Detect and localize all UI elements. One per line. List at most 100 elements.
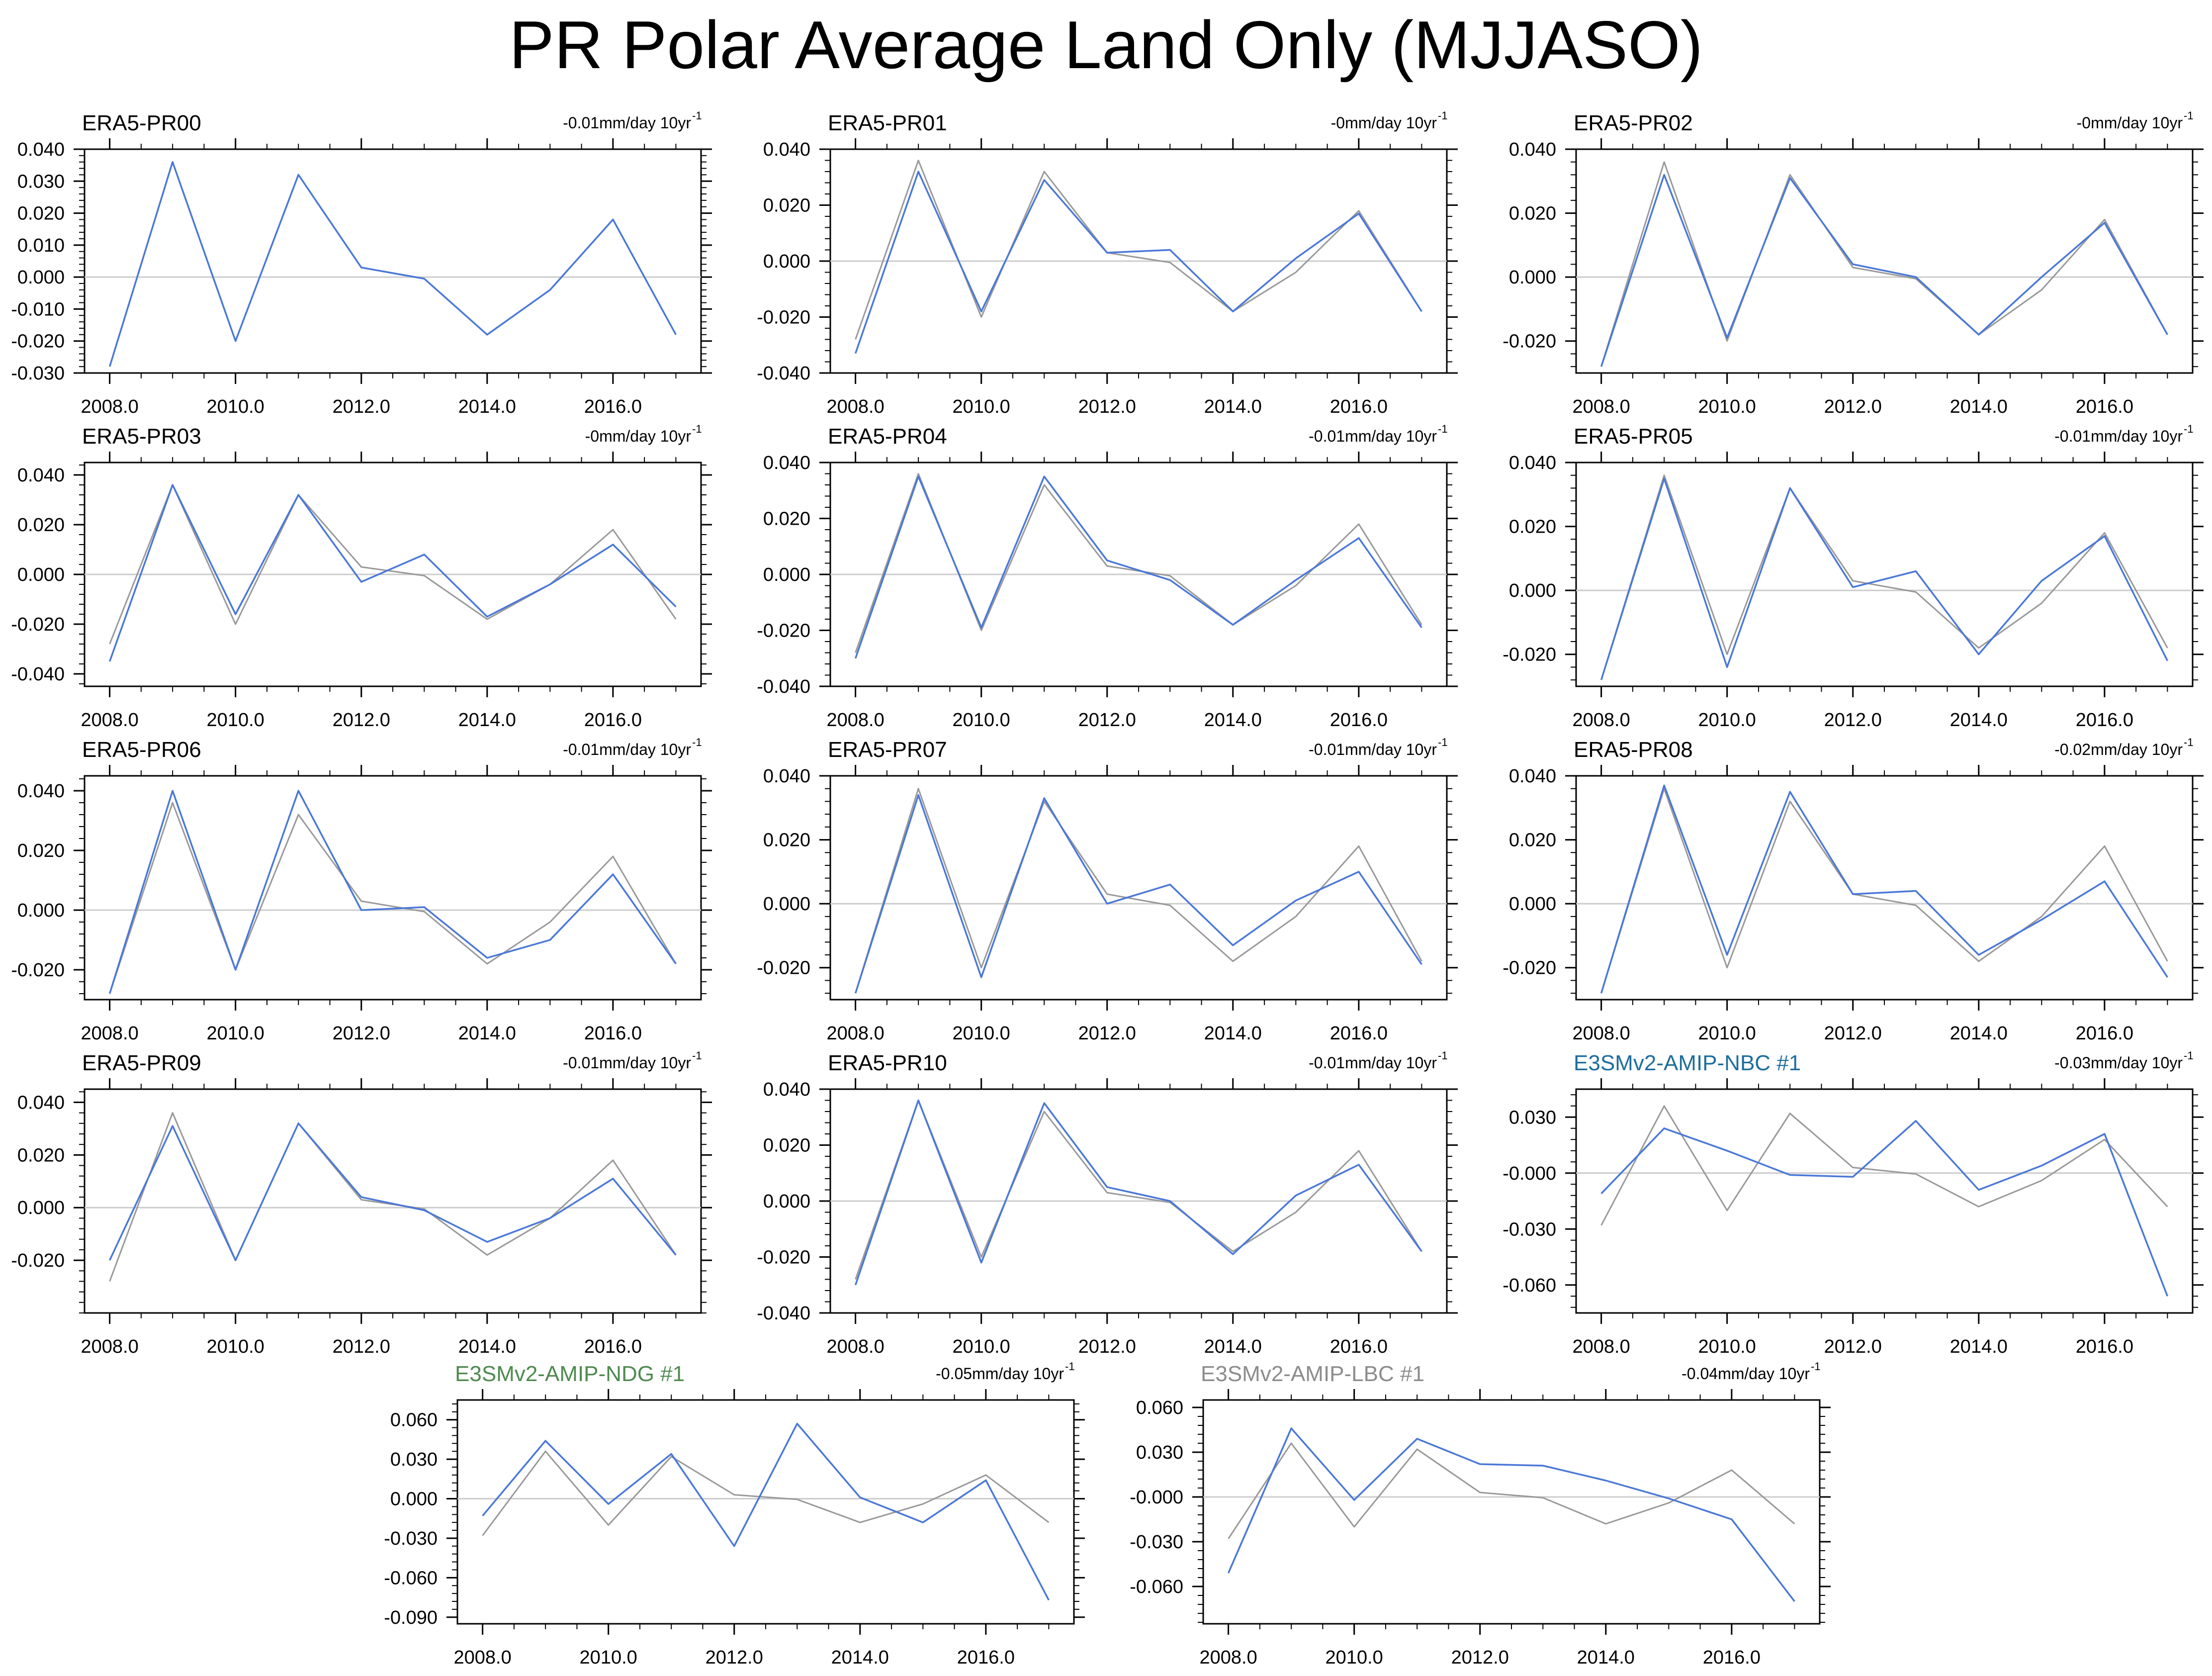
y-tick-label: 0.020 bbox=[763, 509, 810, 530]
x-tick-label: 2008.0 bbox=[1572, 396, 1630, 417]
y-tick-label: -0.060 bbox=[384, 1568, 438, 1588]
plot-frame bbox=[1575, 775, 2194, 1001]
y-tick-label: 0.020 bbox=[17, 515, 65, 536]
x-tick-label: 2016.0 bbox=[2076, 710, 2133, 731]
trend-exponent: -1 bbox=[1438, 1049, 1448, 1062]
x-tick-label: 2014.0 bbox=[458, 1023, 516, 1044]
plot-frame bbox=[1575, 148, 2194, 374]
y-tick-label: 0.040 bbox=[1509, 139, 1556, 160]
y-tick-label: -0.040 bbox=[757, 363, 810, 384]
panel-title: ERA5-PR10 bbox=[828, 1051, 947, 1075]
trend-label: -0.01mm/day 10yr bbox=[1309, 741, 1437, 758]
panel-title: ERA5-PR04 bbox=[828, 424, 947, 449]
series-line bbox=[482, 1422, 1050, 1601]
x-tick-label: 2010.0 bbox=[1698, 710, 1756, 731]
x-tick-label: 2008.0 bbox=[826, 710, 884, 731]
reference-series-line bbox=[1600, 1105, 2168, 1226]
y-tick-label: 0.000 bbox=[763, 894, 810, 915]
reference-series-line bbox=[1228, 1442, 1795, 1539]
trend-exponent: -1 bbox=[692, 736, 702, 748]
series-line bbox=[1600, 784, 2168, 994]
x-tick-label: 2012.0 bbox=[1078, 710, 1136, 731]
x-tick-label: 2014.0 bbox=[1950, 1336, 2008, 1357]
series-line bbox=[854, 475, 1422, 659]
x-tick-label: 2016.0 bbox=[1330, 396, 1388, 417]
y-tick-label: 0.040 bbox=[763, 139, 810, 160]
x-tick-label: 2010.0 bbox=[953, 1023, 1010, 1044]
panel-title: E3SMv2-AMIP-NBC #1 bbox=[1574, 1051, 1801, 1075]
plot-frame bbox=[84, 775, 702, 1001]
chart-panel-0: 0.040 0.030 0.020 0.010 0.000 -0.010 -0.020 -0.… bbox=[11, 109, 712, 417]
x-tick-label: 2012.0 bbox=[706, 1647, 763, 1668]
series-line bbox=[108, 790, 677, 994]
trend-label: -0mm/day 10yr bbox=[1331, 114, 1437, 132]
x-tick-label: 2008.0 bbox=[81, 396, 138, 417]
x-tick-label: 2014.0 bbox=[1204, 396, 1262, 417]
y-tick-label: 0.030 bbox=[17, 171, 65, 192]
x-tick-label: 2012.0 bbox=[333, 396, 390, 417]
y-tick-label: 0.040 bbox=[17, 139, 65, 160]
y-tick-label: -0.040 bbox=[757, 1303, 810, 1324]
chart-panel-7: 0.040 0.020 0.000 -0.020 2008.0 2010.0 2012.0 2… bbox=[757, 736, 1458, 1044]
plot-frame bbox=[84, 148, 702, 374]
y-tick-label: -0.000 bbox=[1503, 1163, 1556, 1184]
y-tick-label: -0.030 bbox=[1503, 1219, 1556, 1240]
x-tick-label: 2012.0 bbox=[1078, 396, 1136, 417]
y-tick-label: 0.000 bbox=[1509, 894, 1556, 915]
trend-label: -0.01mm/day 10yr bbox=[563, 741, 691, 758]
panel-title: ERA5-PR06 bbox=[82, 738, 201, 762]
y-tick-label: -0.020 bbox=[11, 960, 65, 981]
x-tick-label: 2010.0 bbox=[207, 710, 265, 731]
x-tick-label: 2012.0 bbox=[1078, 1336, 1136, 1357]
x-tick-label: 2012.0 bbox=[333, 1023, 390, 1044]
trend-exponent: -1 bbox=[1438, 109, 1448, 122]
series-line bbox=[1600, 174, 2168, 367]
x-tick-label: 2010.0 bbox=[207, 396, 265, 417]
y-tick-label: -0.040 bbox=[757, 676, 810, 697]
reference-series-line bbox=[109, 1112, 677, 1282]
y-tick-label: -0.020 bbox=[1503, 958, 1556, 979]
chart-panel-5: 0.040 0.020 0.000 -0.020 2008.0 2010.0 2012.0 2… bbox=[1503, 423, 2204, 731]
y-tick-label: 0.000 bbox=[17, 267, 65, 288]
x-tick-label: 2016.0 bbox=[584, 1023, 642, 1044]
trend-exponent: -1 bbox=[692, 1049, 702, 1062]
y-tick-label: 0.020 bbox=[17, 840, 65, 861]
panel-title: ERA5-PR03 bbox=[82, 424, 201, 449]
y-tick-label: 0.000 bbox=[1509, 580, 1556, 601]
x-tick-label: 2010.0 bbox=[1698, 396, 1756, 417]
y-tick-label: -0.020 bbox=[757, 1247, 810, 1268]
y-tick-label: 0.030 bbox=[1136, 1442, 1183, 1463]
y-tick-label: 0.040 bbox=[763, 1079, 810, 1100]
trend-label: -0.05mm/day 10yr bbox=[936, 1365, 1064, 1383]
series-line bbox=[854, 794, 1422, 994]
x-tick-label: 2012.0 bbox=[1824, 1023, 1882, 1044]
x-tick-label: 2012.0 bbox=[1824, 1336, 1882, 1357]
y-tick-label: 0.030 bbox=[1509, 1107, 1556, 1128]
y-tick-label: -0.060 bbox=[1130, 1577, 1183, 1597]
series-line bbox=[854, 1099, 1422, 1286]
x-tick-label: 2008.0 bbox=[81, 710, 138, 731]
y-tick-label: -0.030 bbox=[11, 363, 65, 384]
chart-panel-13: 0.060 0.030 -0.000 -0.030 -0.060 2008.0 2010.0… bbox=[1130, 1360, 1831, 1668]
x-tick-label: 2014.0 bbox=[1204, 1336, 1262, 1357]
panel-title: ERA5-PR01 bbox=[828, 111, 947, 135]
x-tick-label: 2014.0 bbox=[1577, 1647, 1635, 1668]
trend-label: -0.02mm/day 10yr bbox=[2054, 741, 2183, 758]
reference-series-line bbox=[482, 1450, 1050, 1536]
chart-panel-3: 0.040 0.020 0.000 -0.020 -0.040 2008.0 2010.0 2… bbox=[11, 423, 712, 731]
y-tick-label: 0.020 bbox=[1509, 830, 1556, 851]
y-tick-label: 0.000 bbox=[763, 251, 810, 272]
x-tick-label: 2012.0 bbox=[333, 710, 390, 731]
y-tick-label: 0.020 bbox=[763, 195, 810, 216]
series-line bbox=[854, 171, 1422, 354]
x-tick-label: 2012.0 bbox=[1824, 710, 1882, 731]
x-tick-label: 2008.0 bbox=[1572, 1023, 1630, 1044]
series-line bbox=[108, 484, 677, 662]
y-tick-label: 0.060 bbox=[390, 1410, 438, 1431]
x-tick-label: 2016.0 bbox=[584, 710, 642, 731]
chart-panel-12: 0.060 0.030 0.000 -0.030 -0.060 -0.090 2008.0 2… bbox=[384, 1360, 1085, 1668]
y-tick-label: 0.020 bbox=[763, 1135, 810, 1156]
panel-title: ERA5-PR07 bbox=[828, 738, 947, 762]
x-tick-label: 2016.0 bbox=[1330, 1023, 1388, 1044]
chart-panel-1: 0.040 0.020 0.000 -0.020 -0.040 2008.0 2010.0 2… bbox=[757, 109, 1458, 417]
